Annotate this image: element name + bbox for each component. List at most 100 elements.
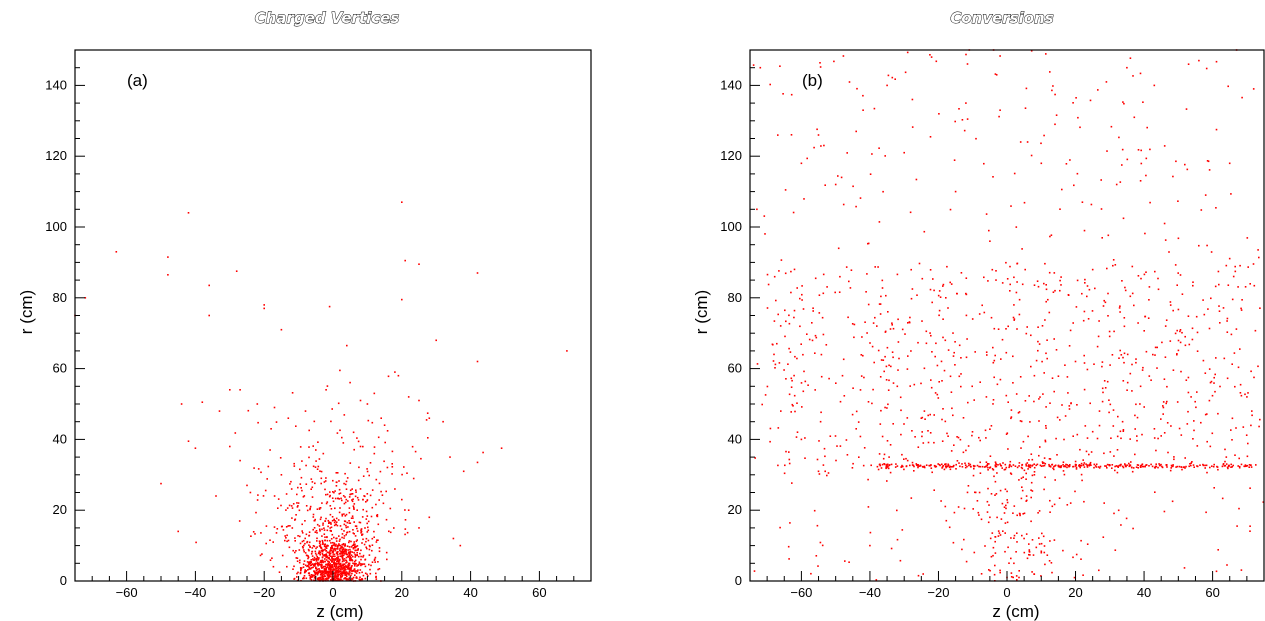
data-point: [311, 563, 313, 565]
data-point: [367, 529, 370, 532]
data-point: [1045, 427, 1047, 429]
data-point: [1072, 556, 1074, 559]
data-point: [378, 482, 381, 485]
data-point: [313, 420, 316, 423]
data-point: [343, 537, 345, 539]
data-point: [299, 483, 302, 485]
data-point: [360, 530, 363, 533]
data-point: [332, 553, 334, 555]
data-point: [1075, 468, 1078, 470]
data-point: [1111, 467, 1113, 469]
data-point: [1134, 428, 1136, 430]
data-point: [1244, 286, 1247, 288]
data-point: [323, 529, 326, 531]
data-point: [115, 251, 118, 253]
data-point: [1033, 463, 1035, 465]
data-point: [1040, 162, 1043, 165]
data-point: [1113, 512, 1115, 515]
data-point: [1098, 424, 1101, 427]
data-point: [1102, 391, 1104, 394]
data-point: [1006, 432, 1009, 434]
data-point: [334, 520, 337, 522]
data-point: [389, 531, 392, 534]
data-point: [1013, 304, 1015, 306]
data-point: [344, 553, 346, 555]
data-point: [1148, 286, 1151, 288]
data-point: [1074, 360, 1077, 363]
data-point: [1004, 522, 1007, 524]
data-point: [331, 579, 333, 581]
data-point: [356, 509, 358, 511]
data-point: [1141, 433, 1143, 436]
data-point: [354, 574, 356, 576]
data-point: [331, 551, 334, 553]
data-point: [1202, 299, 1204, 301]
data-point: [787, 363, 789, 365]
data-point: [309, 577, 311, 579]
data-point: [1124, 463, 1126, 465]
data-point: [759, 66, 762, 69]
data-point: [954, 120, 956, 123]
data-point: [944, 465, 947, 467]
data-point: [948, 466, 951, 468]
data-point: [1030, 481, 1033, 484]
data-point: [1012, 382, 1014, 384]
data-point: [476, 272, 479, 274]
data-point: [884, 155, 886, 157]
data-point: [368, 563, 370, 566]
data-point: [1073, 576, 1076, 579]
data-point: [352, 529, 354, 531]
data-point: [1041, 360, 1043, 363]
data-point: [1003, 512, 1006, 514]
data-point: [334, 578, 336, 581]
data-point: [375, 578, 378, 580]
data-point: [913, 383, 916, 386]
data-point: [905, 457, 907, 460]
data-point: [336, 552, 339, 555]
data-point: [1016, 514, 1018, 517]
data-point: [855, 205, 857, 208]
data-point: [1208, 327, 1211, 330]
data-point: [360, 563, 362, 565]
data-point: [296, 506, 299, 508]
data-point: [334, 507, 336, 510]
data-point: [896, 465, 899, 467]
data-point: [834, 183, 837, 186]
data-point: [329, 563, 331, 565]
data-point: [303, 560, 306, 562]
data-point: [981, 304, 983, 307]
data-point: [825, 344, 828, 346]
data-point: [1118, 357, 1120, 359]
data-point: [339, 369, 341, 372]
data-point: [339, 568, 342, 570]
data-point: [915, 463, 918, 465]
data-point: [1037, 285, 1040, 288]
data-point: [1160, 435, 1162, 437]
data-point: [341, 554, 344, 557]
data-point: [1142, 101, 1144, 103]
data-point: [1103, 299, 1105, 302]
data-point: [1014, 465, 1017, 467]
data-point: [983, 162, 985, 165]
data-point: [1075, 466, 1078, 469]
data-point: [953, 351, 955, 354]
data-point: [1053, 338, 1055, 340]
data-point: [353, 507, 355, 509]
data-point: [1125, 465, 1127, 468]
data-point: [1112, 425, 1115, 427]
data-point: [239, 389, 241, 391]
data-point: [335, 521, 338, 523]
data-point: [1202, 464, 1205, 467]
data-point: [1191, 327, 1194, 330]
data-point: [1008, 464, 1011, 467]
data-point: [1026, 557, 1029, 560]
data-point: [782, 93, 784, 95]
data-point: [1150, 379, 1152, 381]
data-point: [351, 500, 354, 503]
data-point: [1037, 512, 1039, 514]
data-point: [778, 362, 781, 364]
data-point: [796, 402, 798, 404]
data-point: [271, 557, 273, 559]
data-point: [1105, 81, 1108, 83]
data-point: [1129, 57, 1132, 59]
